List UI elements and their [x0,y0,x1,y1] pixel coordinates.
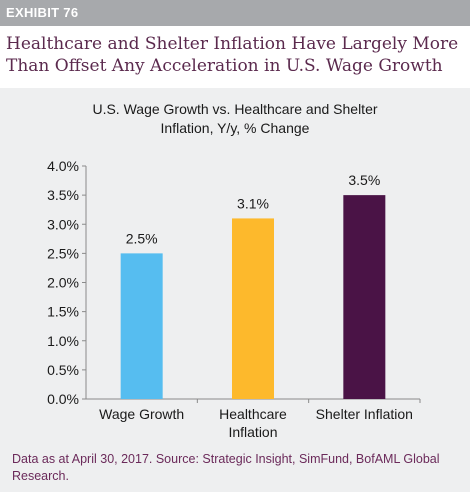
bar-shelter-inflation [343,195,386,399]
source-note: Data as at April 30, 2017. Source: Strat… [12,452,440,483]
chart-title-line: U.S. Wage Growth vs. Healthcare and Shel… [92,101,377,117]
headline: Healthcare and Shelter Inflation Have La… [6,34,459,76]
y-tick-label: 4.0% [47,158,79,174]
y-tick-label: 3.5% [47,187,79,203]
x-tick-label: Healthcare [219,406,287,422]
bar-wage-growth [120,253,163,399]
data-label: 2.5% [126,230,158,246]
y-tick-label: 1.5% [47,304,79,320]
bar-chart: U.S. Wage Growth vs. Healthcare and Shel… [47,101,421,440]
data-label: 3.5% [348,172,380,188]
y-tick-label: 0.0% [47,391,79,407]
y-tick-label: 2.5% [47,245,79,261]
x-tick-label: Wage Growth [99,406,184,422]
x-tick-label: Inflation [228,424,277,440]
bar-healthcare-inflation [232,218,274,399]
chart-title-line: Inflation, Y/y, % Change [161,120,310,136]
x-tick-label: Shelter Inflation [316,406,413,422]
chart-panel: U.S. Wage Growth vs. Healthcare and Shel… [0,88,470,492]
y-tick-label: 1.0% [47,333,79,349]
data-label: 3.1% [237,195,269,211]
y-tick-label: 0.5% [47,362,79,378]
exhibit-label: EXHIBIT 76 [0,0,470,26]
y-tick-label: 3.0% [47,216,79,232]
y-tick-label: 2.0% [47,275,79,291]
